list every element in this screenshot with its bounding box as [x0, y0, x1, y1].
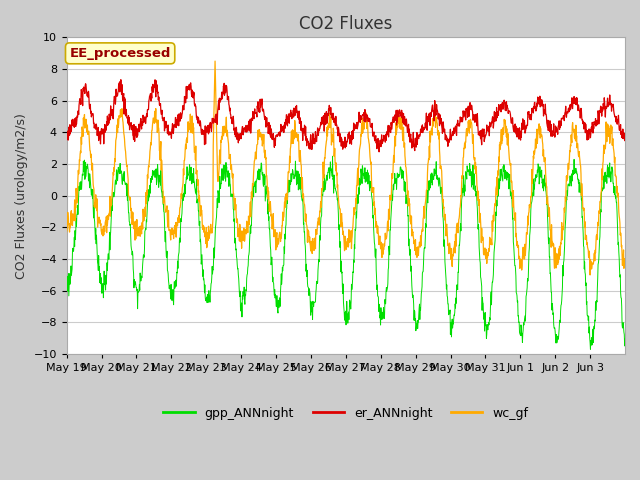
Text: EE_processed: EE_processed — [70, 47, 171, 60]
Title: CO2 Fluxes: CO2 Fluxes — [299, 15, 392, 33]
Legend: gpp_ANNnight, er_ANNnight, wc_gf: gpp_ANNnight, er_ANNnight, wc_gf — [158, 402, 533, 424]
Y-axis label: CO2 Fluxes (urology/m2/s): CO2 Fluxes (urology/m2/s) — [15, 113, 28, 279]
